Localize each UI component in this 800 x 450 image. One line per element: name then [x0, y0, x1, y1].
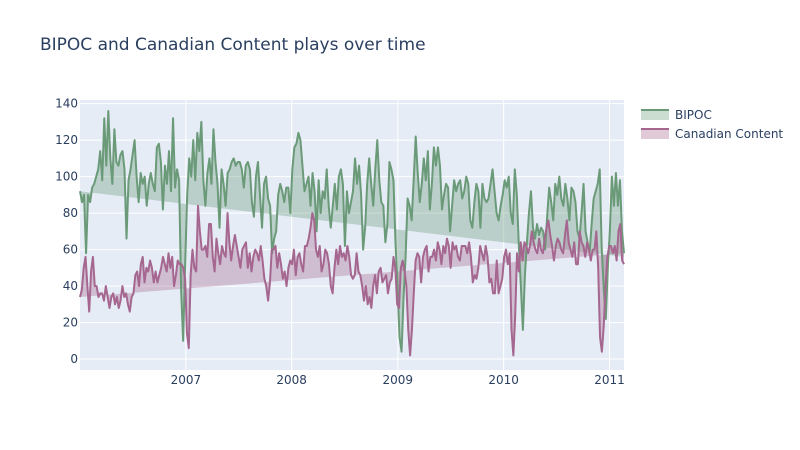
- y-tick-label: 80: [63, 206, 78, 220]
- legend-label: Canadian Content: [675, 127, 783, 141]
- x-axis: 2007 2008 2009 2010 2011: [171, 373, 625, 387]
- y-tick-label: 0: [70, 352, 78, 366]
- x-tick-label: 2011: [594, 373, 625, 387]
- legend-label: BIPOC: [675, 108, 712, 122]
- y-tick-label: 140: [55, 97, 78, 111]
- legend[interactable]: BIPOC Canadian Content: [641, 108, 783, 141]
- y-tick-label: 120: [55, 133, 78, 147]
- chart-title: BIPOC and Canadian Content plays over ti…: [40, 35, 426, 55]
- legend-item-1[interactable]: Canadian Content: [641, 127, 783, 141]
- y-tick-label: 100: [55, 170, 78, 184]
- y-tick-label: 60: [63, 243, 78, 257]
- x-tick-label: 2008: [276, 373, 307, 387]
- x-tick-label: 2007: [171, 373, 202, 387]
- grid: [80, 100, 624, 370]
- y-tick-label: 20: [63, 316, 78, 330]
- y-tick-label: 40: [63, 279, 78, 293]
- series-line-1[interactable]: [79, 204, 625, 357]
- x-tick-label: 2009: [383, 373, 414, 387]
- legend-swatch: [641, 110, 669, 120]
- series-fill-1: [80, 205, 624, 356]
- legend-swatch: [641, 129, 669, 139]
- series-line-0[interactable]: [79, 109, 625, 353]
- x-tick-label: 2010: [488, 373, 519, 387]
- y-axis: 0 20 40 60 80 100 120 140: [55, 97, 78, 366]
- legend-item-0[interactable]: BIPOC: [641, 108, 712, 122]
- series-lines: [79, 109, 625, 357]
